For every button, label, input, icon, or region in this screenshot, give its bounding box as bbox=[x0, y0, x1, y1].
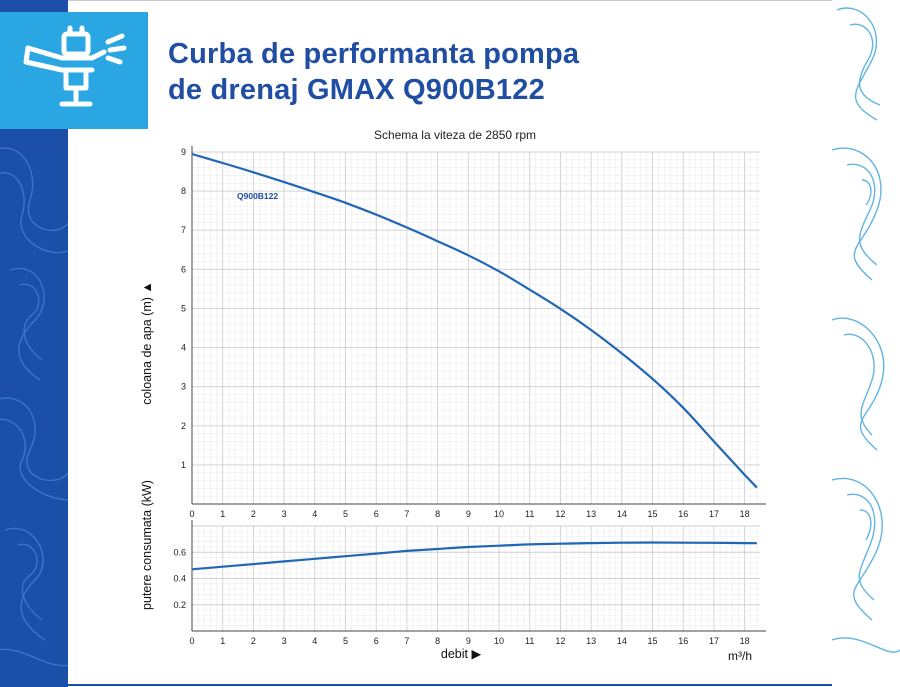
head-axis-label: coloana de apa (m) ▲ bbox=[140, 281, 154, 405]
power-chart-x-tick-label: 11 bbox=[525, 636, 534, 646]
power-axis-label: putere consumata (kW) bbox=[140, 480, 154, 610]
power-chart-x-tick-label: 8 bbox=[435, 636, 440, 646]
head-curve-line bbox=[191, 152, 758, 489]
power-chart-x-tick-label: 15 bbox=[648, 636, 658, 646]
x-axis-unit: m³/h bbox=[728, 649, 752, 663]
head-chart-x-tick-label: 6 bbox=[374, 509, 379, 519]
head-chart-x-tick-label: 4 bbox=[312, 509, 317, 519]
head-chart-x-tick-label: 3 bbox=[282, 509, 287, 519]
sprinkler-icon bbox=[23, 25, 127, 107]
bottom-rule bbox=[68, 684, 832, 686]
power-chart-x-tick-label: 7 bbox=[404, 636, 409, 646]
head-chart-y-tick-label: 5 bbox=[181, 303, 186, 313]
head-chart-y-tick-label: 7 bbox=[181, 225, 186, 235]
head-chart-x-tick-label: 14 bbox=[617, 509, 627, 519]
power-chart-x-tick-label: 10 bbox=[494, 636, 504, 646]
head-chart-y-tick-label: 4 bbox=[181, 343, 186, 353]
head-chart-x-tick-label: 7 bbox=[404, 509, 409, 519]
head-chart-x-tick-label: 11 bbox=[525, 509, 534, 519]
head-chart-x-tick-label: 9 bbox=[466, 509, 471, 519]
topographic-pattern-left bbox=[0, 147, 68, 667]
head-chart-x-tick-label: 5 bbox=[343, 509, 348, 519]
power-chart-x-tick-label: 6 bbox=[374, 636, 379, 646]
head-chart-x-tick-label: 8 bbox=[435, 509, 440, 519]
head-chart-y-tick-label: 1 bbox=[181, 460, 186, 470]
power-chart-y-tick-label: 0.2 bbox=[173, 600, 186, 610]
logo-box bbox=[0, 12, 148, 129]
top-border bbox=[0, 0, 900, 1]
head-chart-x-tick-label: 15 bbox=[648, 509, 658, 519]
power-chart-y-tick-label: 0.6 bbox=[173, 547, 186, 557]
page-title-line2: de drenaj GMAX Q900B122 bbox=[168, 74, 545, 106]
x-axis-label: debit ▶ bbox=[441, 647, 482, 661]
power-chart-y-tick-label: 0.4 bbox=[173, 574, 186, 584]
chart-title: Schema la viteza de 2850 rpm bbox=[374, 128, 536, 142]
head-chart-x-tick-label: 16 bbox=[678, 509, 688, 519]
power-chart-x-tick-label: 4 bbox=[312, 636, 317, 646]
power-chart-x-tick-label: 13 bbox=[586, 636, 596, 646]
head-chart-y-tick-label: 2 bbox=[181, 421, 186, 431]
head-chart-y-tick-label: 6 bbox=[181, 264, 186, 274]
head-chart-x-tick-label: 1 bbox=[220, 509, 225, 519]
power-chart-x-tick-label: 18 bbox=[740, 636, 750, 646]
page-title: Curba de performanta pompa de drenaj GMA… bbox=[168, 36, 579, 108]
head-chart-x-tick-label: 12 bbox=[555, 509, 565, 519]
head-chart-grid bbox=[191, 146, 766, 505]
head-series-label: Q900B122 bbox=[237, 191, 278, 201]
head-chart-x-tick-label: 10 bbox=[494, 509, 504, 519]
topographic-pattern-right bbox=[832, 7, 900, 653]
head-chart-x-tick-label: 13 bbox=[586, 509, 596, 519]
power-chart-x-tick-label: 12 bbox=[555, 636, 565, 646]
right-decorative-strip bbox=[832, 0, 900, 687]
head-chart-y-tick-label: 3 bbox=[181, 382, 186, 392]
power-chart-x-tick-label: 1 bbox=[220, 636, 225, 646]
head-chart-x-tick-label: 17 bbox=[709, 509, 719, 519]
power-chart-x-tick-label: 5 bbox=[343, 636, 348, 646]
head-chart-y-tick-label: 9 bbox=[181, 147, 186, 157]
power-chart-x-tick-label: 17 bbox=[709, 636, 719, 646]
head-chart-x-tick-label: 2 bbox=[251, 509, 256, 519]
power-chart-x-tick-label: 2 bbox=[251, 636, 256, 646]
power-chart-x-tick-label: 14 bbox=[617, 636, 627, 646]
head-chart-x-tick-label: 18 bbox=[740, 509, 750, 519]
head-chart-x-tick-label: 0 bbox=[189, 509, 194, 519]
power-chart-grid bbox=[191, 520, 766, 632]
power-chart-x-tick-label: 9 bbox=[466, 636, 471, 646]
power-chart-x-tick-label: 3 bbox=[282, 636, 287, 646]
head-chart-y-tick-label: 8 bbox=[181, 186, 186, 196]
power-chart-ticks: 0 1 2 3 4 5 6 7 8 9 10 11 12 13 14 15 16 17 180.20.40.6 bbox=[173, 547, 749, 646]
power-chart-x-tick-label: 0 bbox=[189, 636, 194, 646]
page-title-line1: Curba de performanta pompa bbox=[168, 38, 580, 70]
power-chart-x-tick-label: 16 bbox=[678, 636, 688, 646]
power-curve-line bbox=[191, 541, 757, 571]
